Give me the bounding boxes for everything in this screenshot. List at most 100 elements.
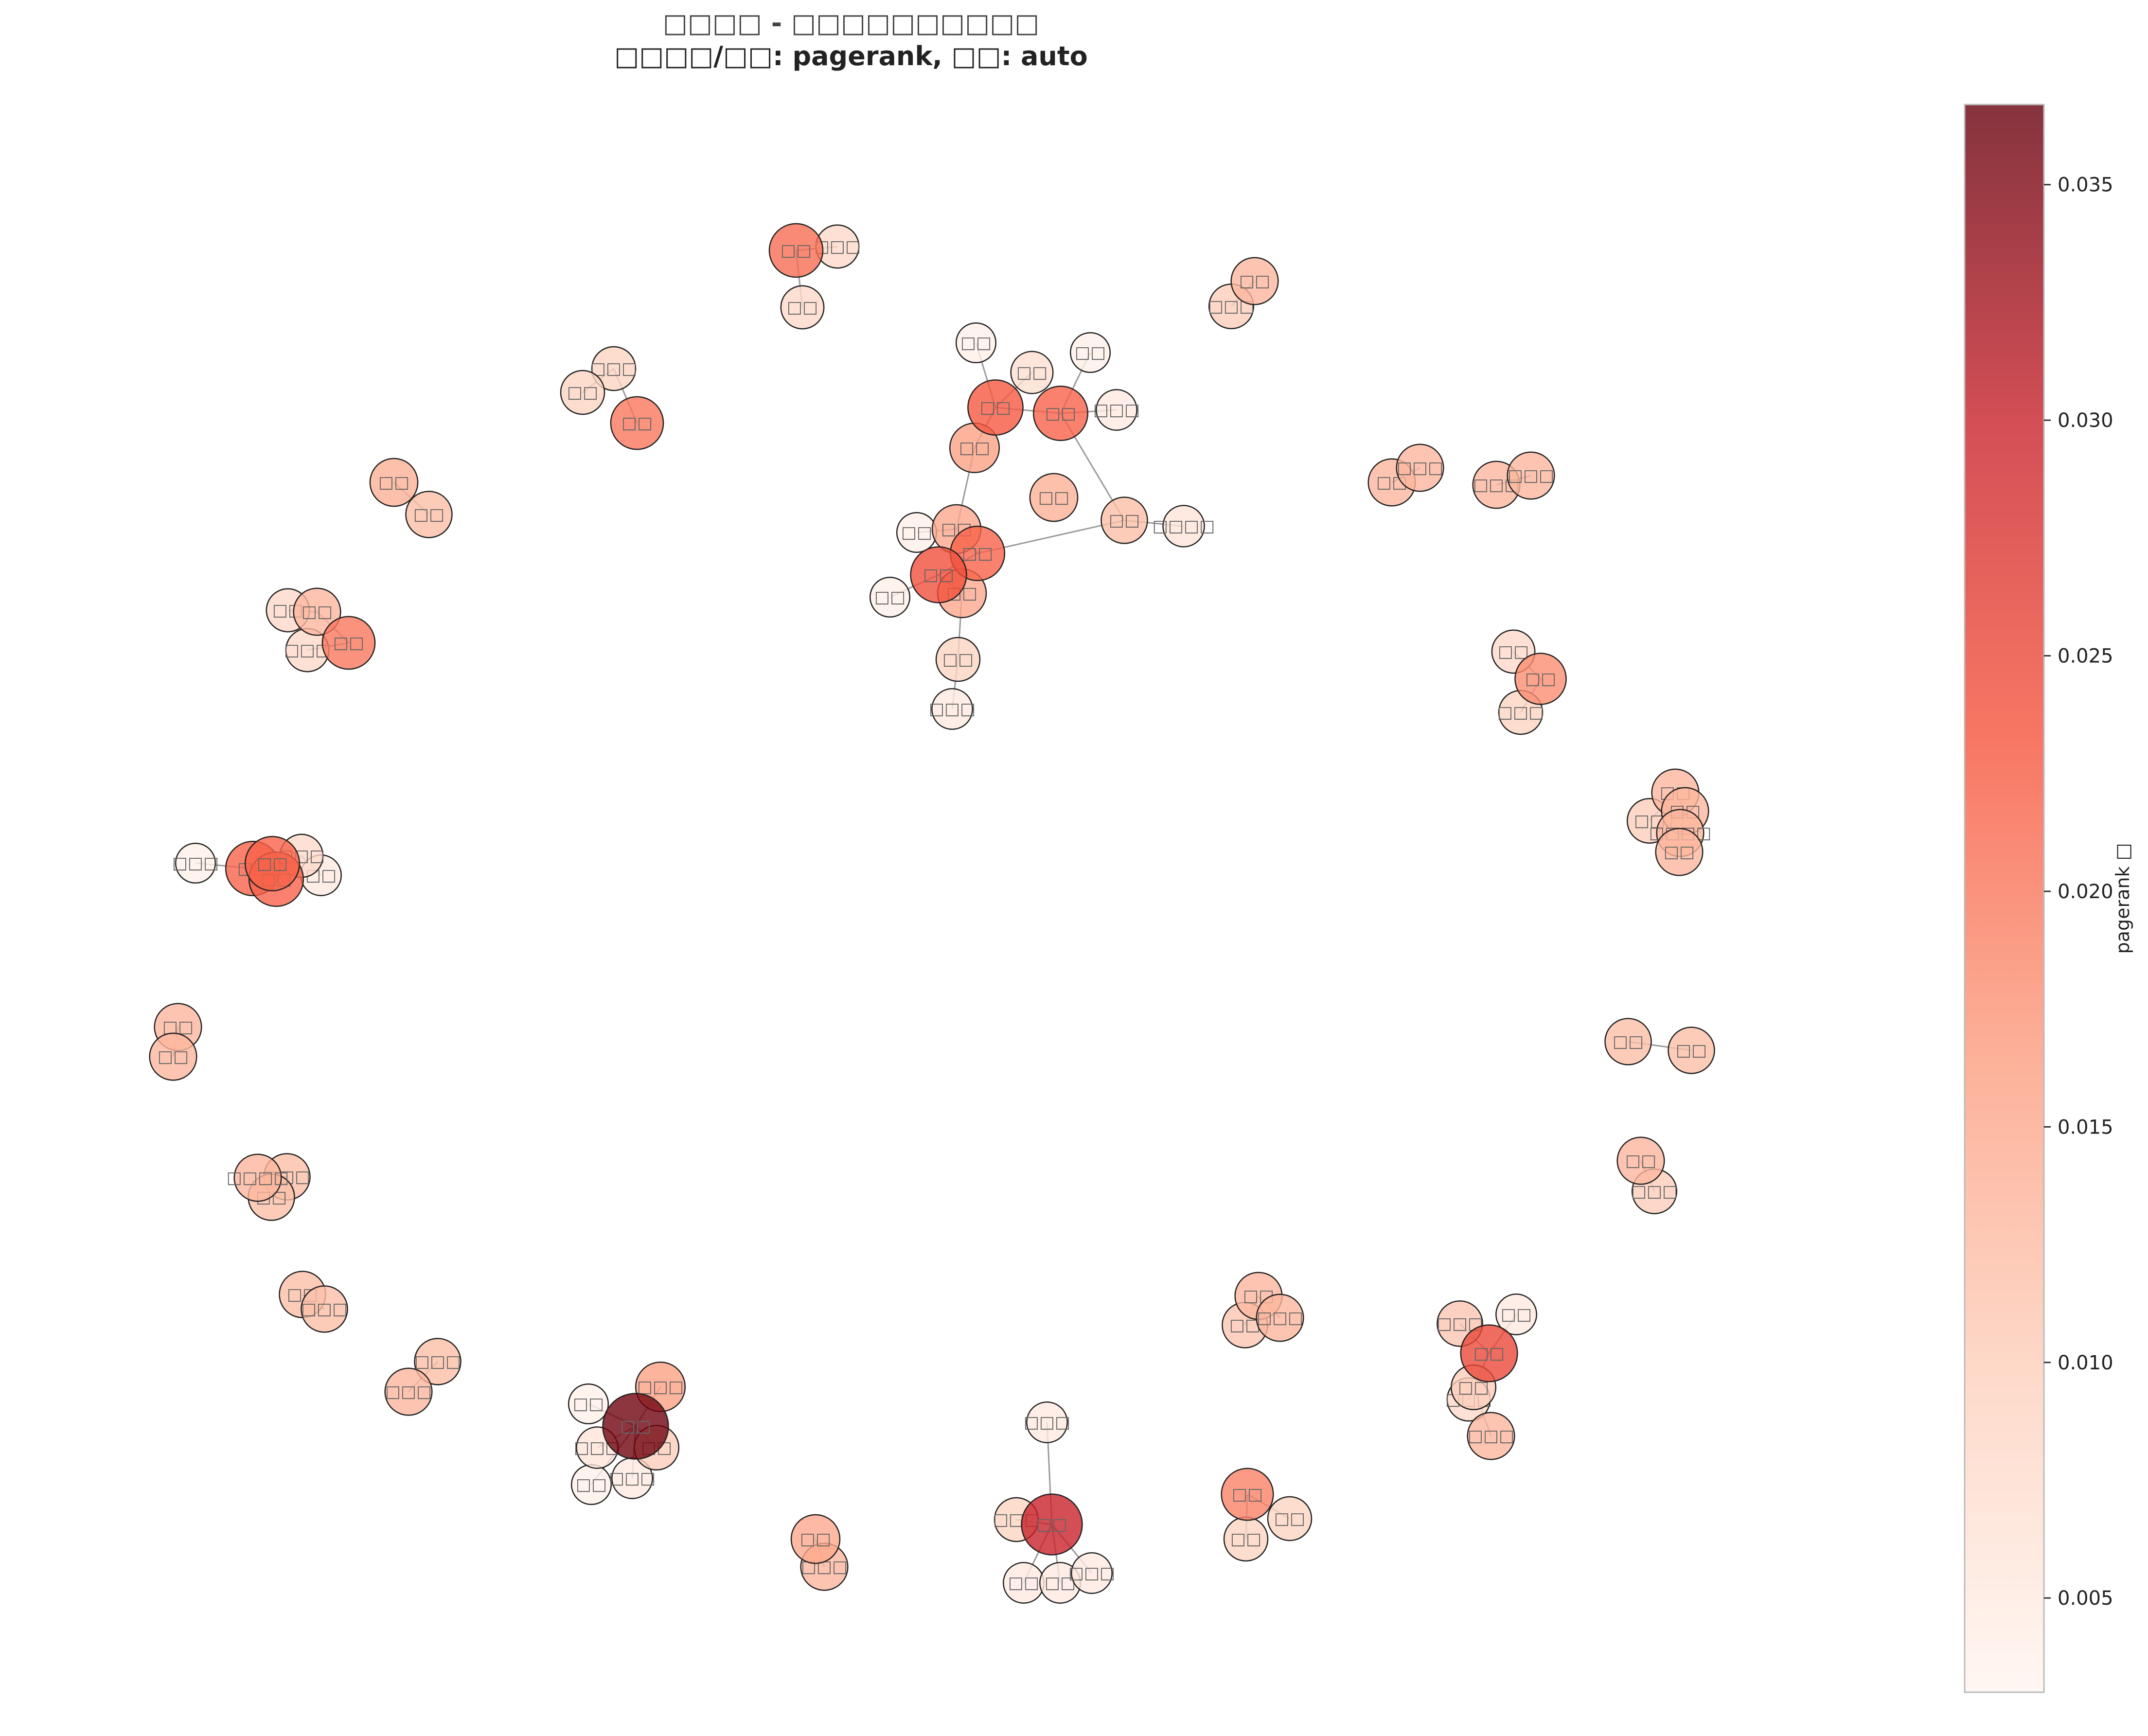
node-circle [405, 491, 453, 538]
graph-node: □□ [1010, 351, 1054, 394]
node-label: □□ [567, 383, 598, 402]
node-circle [1071, 1552, 1113, 1594]
graph-node: □□□ [172, 842, 219, 884]
node-circle [910, 546, 967, 603]
node-label: □□ [1525, 669, 1556, 689]
node-circle [935, 637, 981, 682]
graph-node: □□ [768, 223, 824, 278]
node-circle [175, 842, 216, 884]
node-circle [1256, 1293, 1304, 1342]
graph-node: □□ [896, 512, 938, 553]
node-label: □□ [874, 587, 905, 607]
node-circle [955, 322, 997, 364]
node-label: □□ [901, 523, 932, 542]
node-circle [1096, 389, 1137, 431]
node-label: □□ [1016, 363, 1047, 382]
node-label: □□□ [609, 1469, 656, 1488]
node-circle [591, 346, 637, 391]
node-circle [1010, 351, 1054, 394]
graph-node: □□ [1230, 257, 1279, 305]
node-label: □□□ [1397, 458, 1443, 478]
node-circle [1604, 1018, 1652, 1065]
graph-node: □□ [1069, 332, 1111, 373]
node-label: □□ [257, 854, 288, 873]
graph-node: □□ [910, 546, 967, 603]
colorbar-ticks: 0.005 0.010 0.015 0.020 0.025 0.030 0.035 [2044, 174, 2113, 1610]
graph-node: □□ [1514, 653, 1567, 705]
node-label: □□□□ [1153, 516, 1215, 536]
graph-node: □□ [1460, 1324, 1518, 1382]
colorbar-gradient [1964, 104, 2045, 1693]
node-label: □□ [1473, 1344, 1505, 1363]
chart-title: □□□□ - □□□□□□□□□□ [662, 8, 1040, 38]
node-circle [1467, 1412, 1515, 1460]
colorbar-tick-label: 0.030 [2058, 409, 2113, 432]
node-label: □□□ [1631, 1182, 1678, 1201]
graph-node: □□ [293, 587, 341, 636]
graph-node: □□□ [1467, 1412, 1515, 1460]
node-circle [768, 223, 824, 278]
node-label: □□ [800, 1529, 831, 1549]
node-label: □□ [1036, 1515, 1067, 1534]
node-circle [1655, 828, 1704, 876]
graph-node: □□ [790, 1514, 841, 1564]
graph-node: □□ [1032, 385, 1089, 442]
graph-node: □□□ [414, 1338, 462, 1385]
node-label: □□ [1664, 842, 1695, 862]
node-label: □□□ [1508, 466, 1554, 485]
graph-node: □□□□ [227, 1153, 289, 1202]
graph-node: □□□ [1396, 443, 1444, 492]
graph-node: □□□ [1256, 1293, 1304, 1342]
node-label: □□ [1008, 1573, 1039, 1593]
colorbar-tick-label: 0.005 [2058, 1587, 2113, 1610]
node-label: □□□ [590, 359, 637, 378]
node-circle [610, 396, 664, 450]
node-circle [1514, 653, 1567, 705]
node-circle [1460, 1324, 1518, 1382]
graph-node: □□□ [1093, 389, 1140, 431]
node-label: □□ [573, 1394, 604, 1414]
graph-node: □□ [149, 1032, 197, 1081]
node-label: □□□ [1468, 1426, 1514, 1446]
node-label: □□ [620, 1417, 651, 1436]
node-circle [1069, 332, 1111, 373]
node-circle [560, 370, 605, 415]
graph-node: □□ [405, 491, 453, 538]
node-label: □□ [413, 505, 444, 524]
graph-node: □□ [369, 458, 419, 507]
node-label: □□ [1045, 404, 1076, 423]
node-circle [568, 1383, 609, 1425]
node-circle [780, 285, 825, 330]
node-label: □□ [923, 565, 954, 585]
graph-node: □□□ [1068, 1552, 1115, 1594]
graph-node: □□□ [384, 1367, 433, 1416]
colorbar-tick-label: 0.010 [2058, 1352, 2113, 1374]
node-circle [321, 616, 376, 670]
node-label: □□ [378, 473, 409, 492]
node-label: □□ [158, 1047, 189, 1066]
node-circle [1668, 1027, 1715, 1074]
node-label: □□ [1038, 488, 1069, 507]
node-label: □□□ [1497, 703, 1544, 722]
colorbar-tick-label: 0.020 [2058, 881, 2113, 903]
node-label: □□ [1232, 1485, 1263, 1504]
node-label: □□ [962, 544, 993, 563]
node-circle [967, 379, 1024, 436]
node-label: □□ [576, 1475, 607, 1494]
graph-node: □□ [1604, 1018, 1652, 1065]
graph-node: □□ [610, 396, 664, 450]
node-circle [301, 1285, 348, 1333]
node-circle [244, 835, 301, 892]
node-circle [869, 576, 911, 618]
graph-node: □□□ [609, 1457, 656, 1499]
graph-node: □□ [321, 616, 376, 670]
node-label: □□□ [1068, 1563, 1115, 1583]
node-label: □□□ [1257, 1308, 1303, 1328]
graph-node: □□□ [1024, 1401, 1070, 1443]
node-circle [1026, 1401, 1068, 1443]
node-label: □□ [1045, 1573, 1076, 1593]
graph-node: □□ [1616, 1136, 1665, 1185]
node-label: □□ [1498, 642, 1529, 661]
node-circle [369, 458, 419, 507]
node-label: □□□ [1024, 1413, 1070, 1432]
